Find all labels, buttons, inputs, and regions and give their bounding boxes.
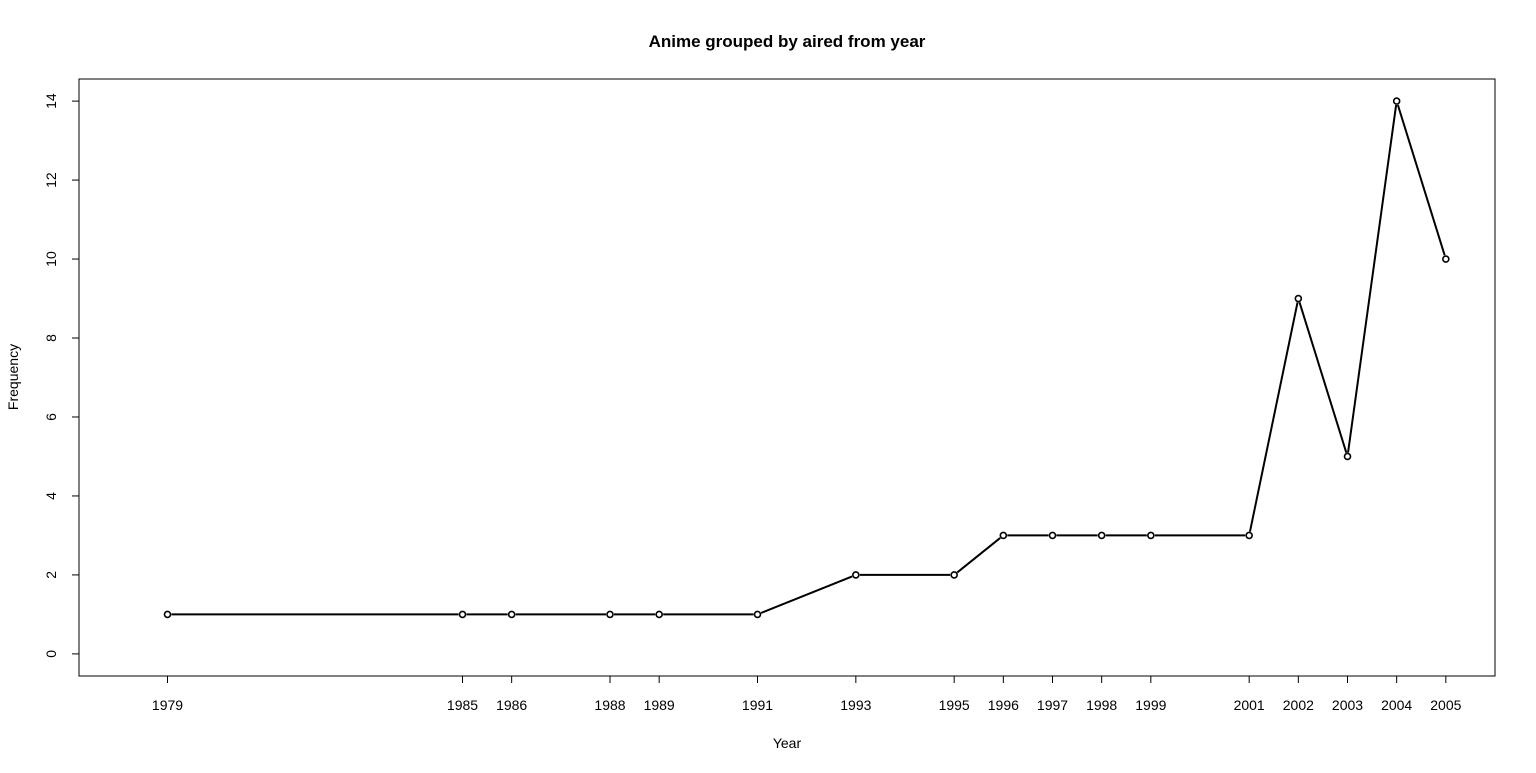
x-tick-label: 1986	[496, 697, 527, 713]
y-tick-label: 10	[43, 251, 59, 267]
data-point	[606, 610, 614, 619]
data-point	[1147, 531, 1155, 540]
data-point	[1343, 452, 1352, 461]
x-tick-label: 2002	[1283, 697, 1314, 713]
data-point	[458, 610, 467, 619]
y-tick-label: 12	[43, 172, 59, 188]
y-axis: 0 2 4 6 8 10 12 14	[43, 93, 79, 658]
x-tick-label: 1995	[939, 697, 970, 713]
data-point	[950, 571, 958, 579]
x-tick-label: 1985	[447, 697, 478, 713]
series-line	[163, 97, 1450, 619]
y-tick-label: 14	[43, 93, 59, 109]
x-axis-label: Year	[773, 735, 802, 751]
x-tick-label: 2005	[1430, 697, 1461, 713]
x-tick-label: 2003	[1332, 697, 1363, 713]
data-point	[852, 571, 860, 579]
series-segment	[1396, 104, 1446, 256]
series-segment	[956, 537, 1001, 574]
data-point	[1442, 255, 1450, 263]
x-tick-label: 1979	[152, 697, 183, 713]
x-tick-label: 1999	[1135, 697, 1166, 713]
x-tick-label: 1996	[988, 697, 1019, 713]
data-point	[1294, 294, 1303, 303]
data-point	[999, 531, 1008, 540]
x-tick-label: 1997	[1037, 697, 1068, 713]
x-tick-label: 1991	[742, 697, 773, 713]
data-point	[507, 610, 516, 619]
data-point	[1392, 97, 1401, 105]
plot-frame	[78, 78, 1496, 677]
x-tick-label: 1993	[840, 697, 871, 713]
data-point	[1245, 531, 1253, 540]
series-segment	[760, 575, 853, 614]
series-segment	[1249, 302, 1299, 532]
series-segment	[1298, 302, 1348, 453]
x-tick-label: 1998	[1086, 697, 1117, 713]
y-tick-label: 6	[43, 413, 59, 421]
series-segment	[1347, 104, 1398, 453]
data-point	[1048, 531, 1057, 540]
x-axis: 1979 1985 1986 1988 1989 1991 1993 1995 1996 1997…	[152, 676, 1462, 713]
y-tick-label: 0	[43, 650, 59, 658]
data-point	[655, 610, 663, 619]
chart-title: Anime grouped by aired from year	[649, 32, 926, 51]
x-tick-label: 1989	[644, 697, 675, 713]
data-point	[1097, 531, 1106, 540]
y-axis-label: Frequency	[5, 344, 21, 410]
x-tick-label: 2001	[1234, 697, 1265, 713]
data-point	[163, 610, 172, 619]
x-tick-label: 1988	[594, 697, 625, 713]
x-tick-label: 2004	[1381, 697, 1412, 713]
y-tick-label: 8	[43, 334, 59, 342]
data-point	[753, 610, 762, 619]
y-tick-label: 4	[43, 492, 59, 500]
y-tick-label: 2	[43, 571, 59, 579]
